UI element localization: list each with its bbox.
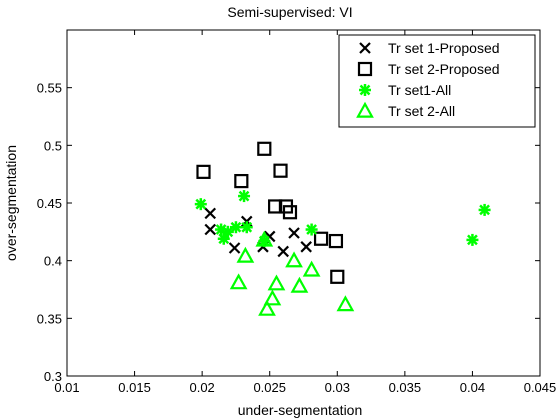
legend-marker [356, 101, 374, 118]
y-tick-label: 0.3 [44, 369, 62, 384]
x-tick-label: 0.04 [460, 380, 485, 395]
y-tick-label: 0.4 [44, 254, 62, 269]
x-tick-label: 0.03 [325, 380, 350, 395]
data-point [478, 203, 491, 216]
x-tick-label: 0.015 [118, 380, 151, 395]
data-point [194, 198, 207, 211]
data-point [285, 251, 303, 268]
data-point [273, 163, 288, 178]
x-tick-label: 0.035 [389, 380, 422, 395]
data-point [305, 223, 318, 236]
legend-marker [357, 61, 373, 77]
legend: Tr set 1-Proposed Tr set 2-Proposed Tr set… [338, 34, 536, 128]
data-points [194, 141, 491, 316]
legend-label: Tr set 1-Proposed [388, 40, 500, 56]
data-point [229, 221, 242, 234]
legend-box [338, 34, 536, 128]
data-point [288, 227, 300, 239]
data-point [221, 225, 234, 238]
y-axis: 0.3 0.35 0.4 0.45 0.5 0.55 [37, 81, 540, 384]
data-point [228, 242, 241, 254]
legend-label: Tr set 2-All [388, 103, 455, 119]
legend-label: Tr set1-All [388, 82, 451, 98]
data-point [258, 299, 276, 316]
x-tick-label: 0.02 [189, 380, 214, 395]
x-tick-label: 0.045 [524, 380, 557, 395]
chart-title: Semi-supervised: VI [227, 4, 352, 20]
data-point [313, 231, 329, 246]
legend-marker [359, 42, 371, 54]
x-tick-label: 0.01 [54, 380, 79, 395]
y-tick-label: 0.45 [37, 196, 62, 211]
data-point [466, 233, 479, 246]
data-point [196, 164, 211, 179]
series-1 [204, 207, 312, 258]
y-tick-label: 0.55 [37, 81, 62, 96]
x-tick-label: 0.025 [253, 380, 286, 395]
data-point [255, 230, 274, 247]
legend-label: Tr set 2-Proposed [388, 61, 500, 77]
data-point [330, 269, 345, 284]
data-point [234, 173, 249, 189]
data-point [267, 274, 286, 291]
data-point [290, 276, 309, 293]
data-point [268, 199, 283, 214]
y-axis-title: over-segmentation [3, 145, 19, 261]
data-point [302, 260, 321, 277]
data-point [204, 207, 217, 220]
data-point [277, 245, 290, 258]
data-point [240, 221, 253, 234]
series-2 [196, 141, 345, 284]
data-point [238, 190, 251, 203]
data-point [229, 273, 248, 290]
y-tick-label: 0.35 [37, 311, 62, 326]
data-point [204, 223, 217, 236]
series-3 [194, 190, 491, 248]
data-point [263, 289, 282, 306]
data-point [300, 241, 312, 253]
series-4 [229, 230, 355, 316]
data-point [282, 205, 298, 220]
x-axis: 0.01 0.015 0.02 0.025 0.03 0.035 0.04 0.045 [54, 30, 556, 395]
data-point [236, 246, 255, 263]
x-axis-title: under-segmentation [238, 402, 363, 418]
y-tick-label: 0.5 [44, 138, 62, 153]
legend-marker [359, 84, 371, 96]
data-point [328, 233, 344, 249]
data-point [336, 295, 355, 312]
data-point [257, 141, 272, 156]
